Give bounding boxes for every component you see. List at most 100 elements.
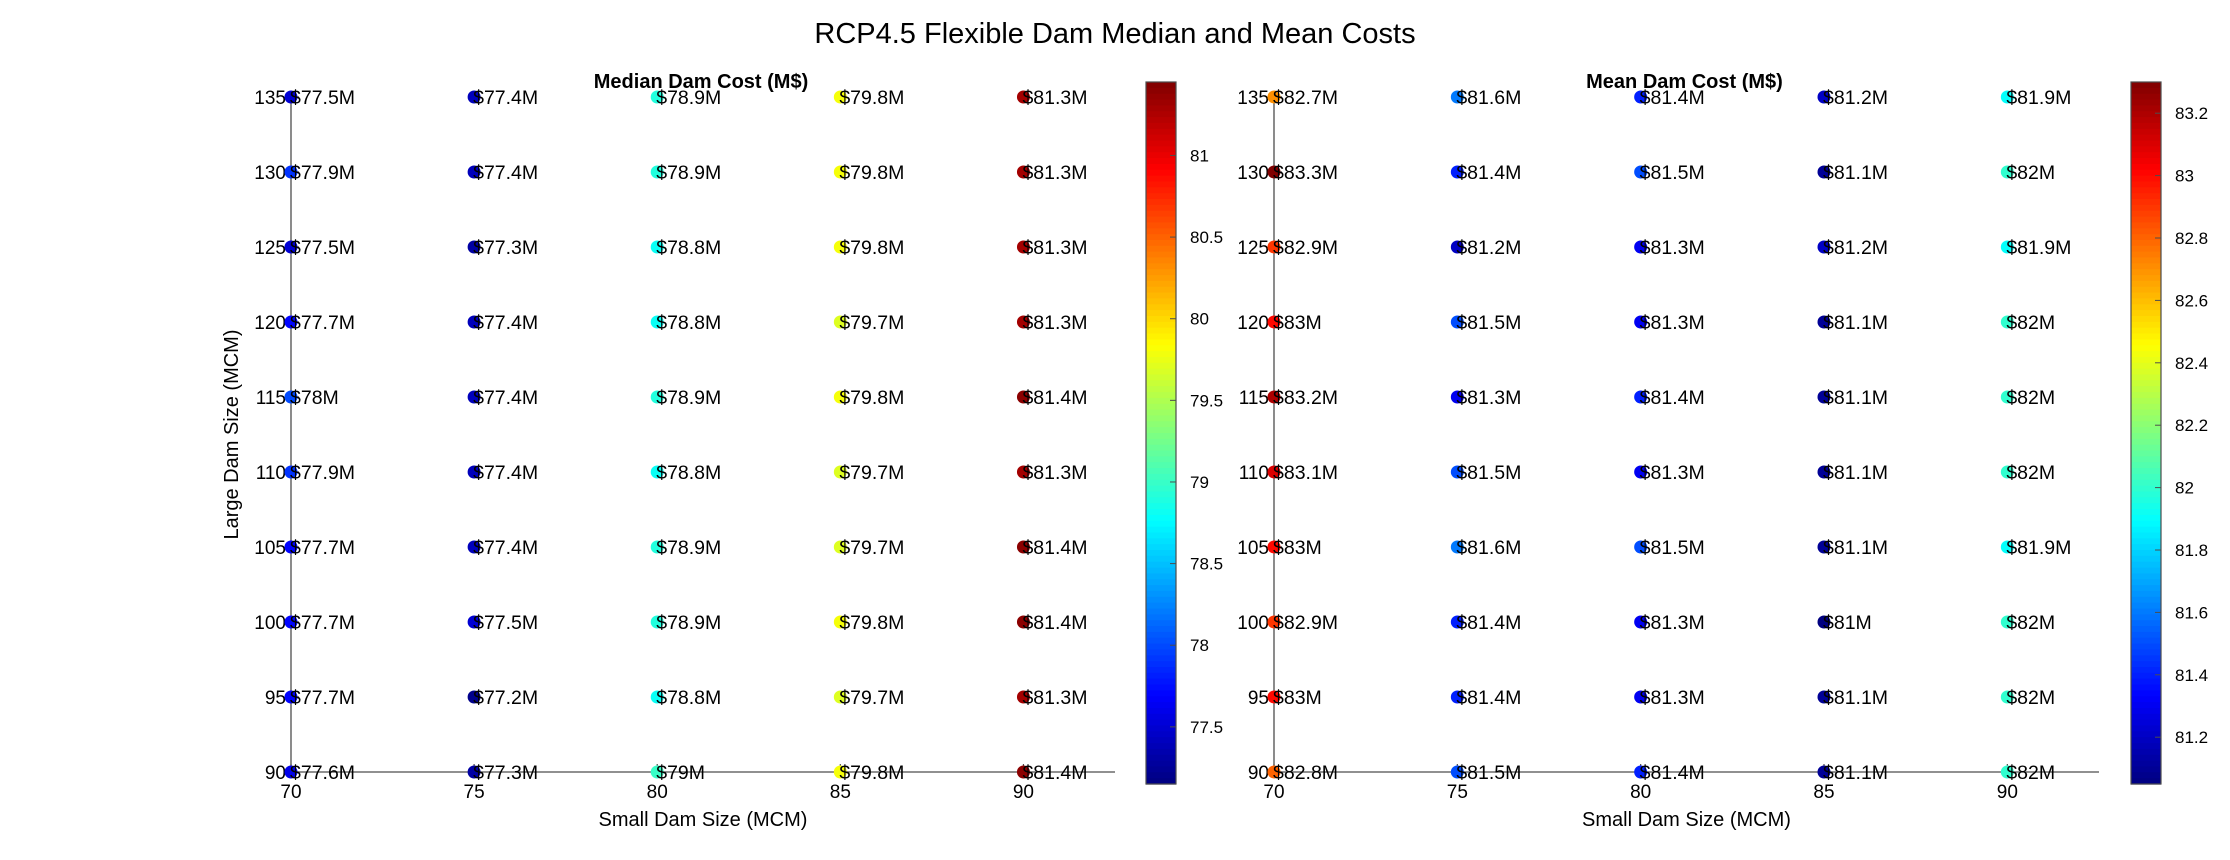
chart2-colorbar-segment [2131, 567, 2161, 574]
chart1-colorbar-segment [1146, 702, 1176, 709]
chart2-colorbar-segment [2131, 702, 2161, 709]
chart1-colorbar-segment [1146, 485, 1176, 493]
chart2-point [1817, 240, 1831, 254]
chart2-data-label: $81.3M [1640, 612, 1705, 634]
chart1-colorbar-segment [1146, 754, 1176, 762]
chart1-colorbar-segment [1146, 415, 1176, 422]
chart1-colorbar-segment [1146, 204, 1176, 212]
chart2-point [1267, 165, 1281, 179]
chart2-point [1634, 540, 1648, 554]
chart2-data-label: $81.2M [1456, 237, 1521, 259]
chart1-colorbar-segment [1146, 140, 1176, 147]
chart2-colorbar-segment [2131, 140, 2161, 147]
chart2-colorbar-segment [2131, 690, 2161, 697]
chart1-colorbar-segment [1146, 743, 1176, 750]
chart2-colorbar-segment [2131, 169, 2161, 177]
chart2-title: Mean Dam Cost (M$) [1586, 71, 1783, 93]
chart2-point [1817, 690, 1831, 704]
chart1-colorbar-segment [1146, 292, 1176, 300]
chart2-data-label: $81.3M [1640, 687, 1705, 709]
chart2-colorbar-segment [2131, 462, 2161, 469]
chart2-colorbar-segment [2131, 152, 2161, 159]
chart1-point [833, 390, 847, 404]
chart2-colorbar-segment [2131, 479, 2161, 487]
chart1-colorbar-segment [1146, 514, 1176, 522]
chart2-point [2000, 690, 2014, 704]
chart1-colorbar-segment [1146, 87, 1176, 95]
chart2-colorbar-segment [2131, 590, 2161, 598]
chart2-point [1450, 690, 1464, 704]
chart1-point [833, 765, 847, 779]
chart1-x-tick-label: 85 [830, 782, 851, 803]
chart1-colorbar-segment [1146, 713, 1176, 721]
chart1-colorbar-segment [1146, 152, 1176, 159]
chart2-colorbar-tick-label: 83.2 [2175, 104, 2208, 123]
chart1-point [1016, 540, 1030, 554]
chart2-colorbar-segment [2131, 345, 2161, 352]
chart2-colorbar-segment [2131, 421, 2161, 428]
chart1-data-label: $78.8M [656, 462, 721, 484]
chart2-point [1267, 615, 1281, 629]
chart1-point [467, 240, 481, 254]
chart1-data-label: $79.8M [839, 87, 904, 109]
chart1-data-label: $77.4M [473, 387, 538, 409]
chart2-point [1817, 765, 1831, 779]
chart2-data-label: $81.5M [1456, 312, 1521, 334]
chart1-colorbar-segment [1146, 637, 1176, 645]
chart2-point [1817, 315, 1831, 329]
chart2-y-tick-label: 110 [1239, 463, 1269, 484]
chart1-colorbar-segment [1146, 216, 1176, 223]
chart2-colorbar-segment [2131, 427, 2161, 434]
chart1-colorbar-segment [1146, 93, 1176, 101]
chart1-data-label: $79.8M [839, 162, 904, 184]
chart1-data-label: $78.9M [656, 162, 721, 184]
chart2-point [2000, 90, 2014, 104]
chart2-colorbar-segment [2131, 310, 2161, 317]
chart1-colorbar-segment [1146, 585, 1176, 592]
chart1-point [284, 765, 298, 779]
chart2-colorbar-segment [2131, 503, 2161, 510]
chart2-point [1817, 390, 1831, 404]
chart1-colorbar-segment [1146, 251, 1176, 259]
chart2-x-tick-label: 80 [1630, 782, 1651, 803]
chart1-colorbar-segment [1146, 748, 1176, 756]
chart1-colorbar-segment [1146, 374, 1176, 381]
chart1-colorbar-segment [1146, 760, 1176, 768]
chart2-data-label: $81.3M [1640, 312, 1705, 334]
chart1-data-label: $77.4M [473, 312, 538, 334]
chart1-colorbar-segment [1146, 462, 1176, 469]
chart2-colorbar-segment [2131, 620, 2161, 627]
chart1-point [650, 615, 664, 629]
chart2-data-label: $82.8M [1273, 762, 1338, 784]
chart2-colorbar-segment [2131, 415, 2161, 422]
chart2-colorbar-segment [2131, 544, 2161, 551]
chart2-data-label: $81.6M [1456, 87, 1521, 109]
chart1-data-label: $77.5M [290, 87, 355, 109]
chart1-colorbar-segment [1146, 193, 1176, 200]
chart1-point [1016, 390, 1030, 404]
chart1-colorbar-segment [1146, 450, 1176, 457]
chart2-colorbar-segment [2131, 392, 2161, 399]
chart2-colorbar-tick-label: 82.4 [2175, 354, 2208, 373]
chart1-colorbar-segment [1146, 737, 1176, 744]
chart1-y-tick-label: 100 [254, 613, 286, 634]
chart2-colorbar-tick-label: 82.2 [2175, 416, 2208, 435]
chart1-point [467, 390, 481, 404]
chart2-colorbar-tick-label: 81.2 [2175, 728, 2208, 747]
chart1-colorbar-segment [1146, 707, 1176, 715]
chart1-data-label: $77.5M [290, 237, 355, 259]
chart2-data-label: $82.9M [1273, 612, 1338, 634]
chart2-data-label: $81.4M [1640, 762, 1705, 784]
chart1-y-tick-label: 120 [254, 313, 286, 334]
chart1-colorbar-segment [1146, 590, 1176, 598]
chart2-colorbar-segment [2131, 760, 2161, 768]
chart2-colorbar-segment [2131, 257, 2161, 264]
chart1-colorbar-segment [1146, 175, 1176, 183]
chart2-data-label: $82M [2006, 312, 2055, 334]
chart1-colorbar-segment [1146, 362, 1176, 370]
chart1-data-label: $79.8M [839, 237, 904, 259]
chart2-colorbar-segment [2131, 661, 2161, 668]
chart1-colorbar-segment [1146, 596, 1176, 604]
chart2-y-tick-label: 100 [1237, 613, 1269, 634]
chart2-y-tick-label: 115 [1239, 388, 1269, 409]
